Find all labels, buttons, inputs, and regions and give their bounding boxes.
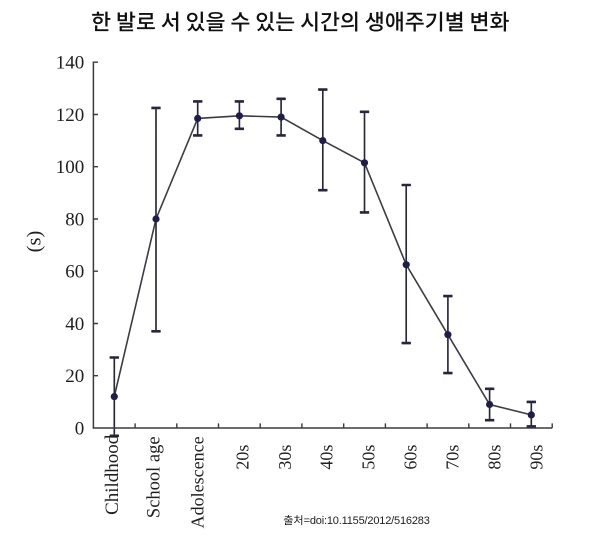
svg-text:Childhood: Childhood (102, 434, 123, 515)
svg-text:140: 140 (56, 53, 85, 74)
svg-text:80: 80 (65, 209, 84, 230)
svg-text:Adolescence: Adolescence (188, 436, 208, 528)
svg-text:0: 0 (75, 418, 85, 439)
svg-text:(s): (s) (24, 231, 46, 253)
svg-text:120: 120 (56, 105, 85, 126)
svg-text:20: 20 (65, 366, 84, 387)
svg-text:40s: 40s (317, 445, 337, 470)
svg-text:40: 40 (65, 314, 84, 335)
svg-text:90s: 90s (526, 445, 546, 470)
svg-text:50s: 50s (359, 445, 379, 470)
svg-text:60: 60 (65, 262, 84, 283)
svg-text:School age: School age (145, 436, 165, 518)
svg-text:100: 100 (56, 157, 85, 178)
svg-text:60s: 60s (400, 445, 420, 470)
svg-text:30s: 30s (275, 445, 295, 470)
svg-text:80s: 80s (484, 445, 504, 470)
svg-text:70s: 70s (442, 445, 462, 470)
svg-text:=doi:10.1155/2012/516283: =doi:10.1155/2012/516283 (304, 515, 430, 527)
svg-text:20s: 20s (233, 445, 253, 470)
